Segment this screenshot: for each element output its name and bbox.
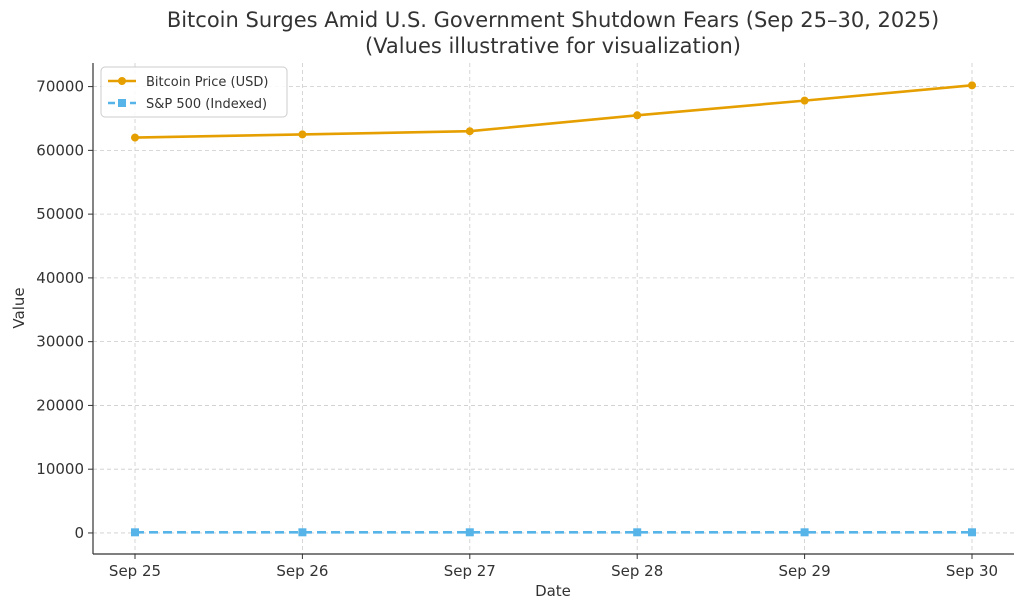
y-tick-label: 60000 bbox=[36, 141, 84, 159]
x-tick-label: Sep 29 bbox=[779, 562, 831, 580]
y-tick-label: 20000 bbox=[36, 396, 84, 414]
y-tick-label: 50000 bbox=[36, 205, 84, 223]
data-point bbox=[131, 528, 139, 537]
series-layer bbox=[131, 81, 976, 537]
x-tick-label: Sep 28 bbox=[611, 562, 663, 580]
legend-box bbox=[100, 66, 288, 118]
axes bbox=[92, 63, 1014, 555]
x-tick-label: Sep 27 bbox=[444, 562, 496, 580]
legend-marker bbox=[118, 99, 126, 107]
legend-label: Bitcoin Price (USD) bbox=[146, 75, 268, 90]
legend-marker bbox=[118, 77, 126, 85]
series-line bbox=[134, 84, 973, 139]
y-axis-title: Value bbox=[10, 287, 28, 328]
legend-item: S&P 500 (Indexed) bbox=[108, 97, 267, 112]
data-point bbox=[633, 528, 642, 537]
grid-lines bbox=[93, 63, 1014, 554]
x-axis-title: Date bbox=[535, 582, 571, 600]
y-tick-label: 70000 bbox=[36, 78, 84, 96]
tick-labels: Sep 25 Sep 26 Sep 27 Sep 28 Sep 29 Sep 30 0 100… bbox=[36, 78, 998, 580]
data-point bbox=[298, 528, 307, 537]
legend-label: S&P 500 (Indexed) bbox=[146, 97, 267, 112]
data-point bbox=[633, 111, 642, 120]
data-point bbox=[800, 528, 809, 537]
legend-item: Bitcoin Price (USD) bbox=[108, 75, 268, 90]
data-point bbox=[465, 127, 474, 136]
x-tick-label: Sep 25 bbox=[109, 562, 161, 580]
y-tick-label: 40000 bbox=[36, 269, 84, 287]
data-point bbox=[968, 528, 976, 537]
data-point bbox=[131, 133, 139, 142]
data-point bbox=[465, 528, 474, 537]
series-2 bbox=[131, 528, 976, 537]
chart-title: Bitcoin Surges Amid U.S. Government Shut… bbox=[167, 8, 939, 32]
data-point bbox=[968, 81, 976, 90]
y-tick-label: 0 bbox=[74, 524, 84, 542]
data-point bbox=[298, 130, 307, 139]
chart-subtitle: (Values illustrative for visualization) bbox=[365, 34, 741, 58]
data-point bbox=[800, 96, 809, 105]
y-tick-label: 10000 bbox=[36, 460, 84, 478]
series-1 bbox=[131, 81, 976, 142]
x-tick-label: Sep 26 bbox=[276, 562, 328, 580]
x-tick-label: Sep 30 bbox=[946, 562, 998, 580]
y-tick-label: 30000 bbox=[36, 333, 84, 351]
legend: Bitcoin Price (USD) S&P 500 (Indexed) bbox=[100, 66, 288, 118]
